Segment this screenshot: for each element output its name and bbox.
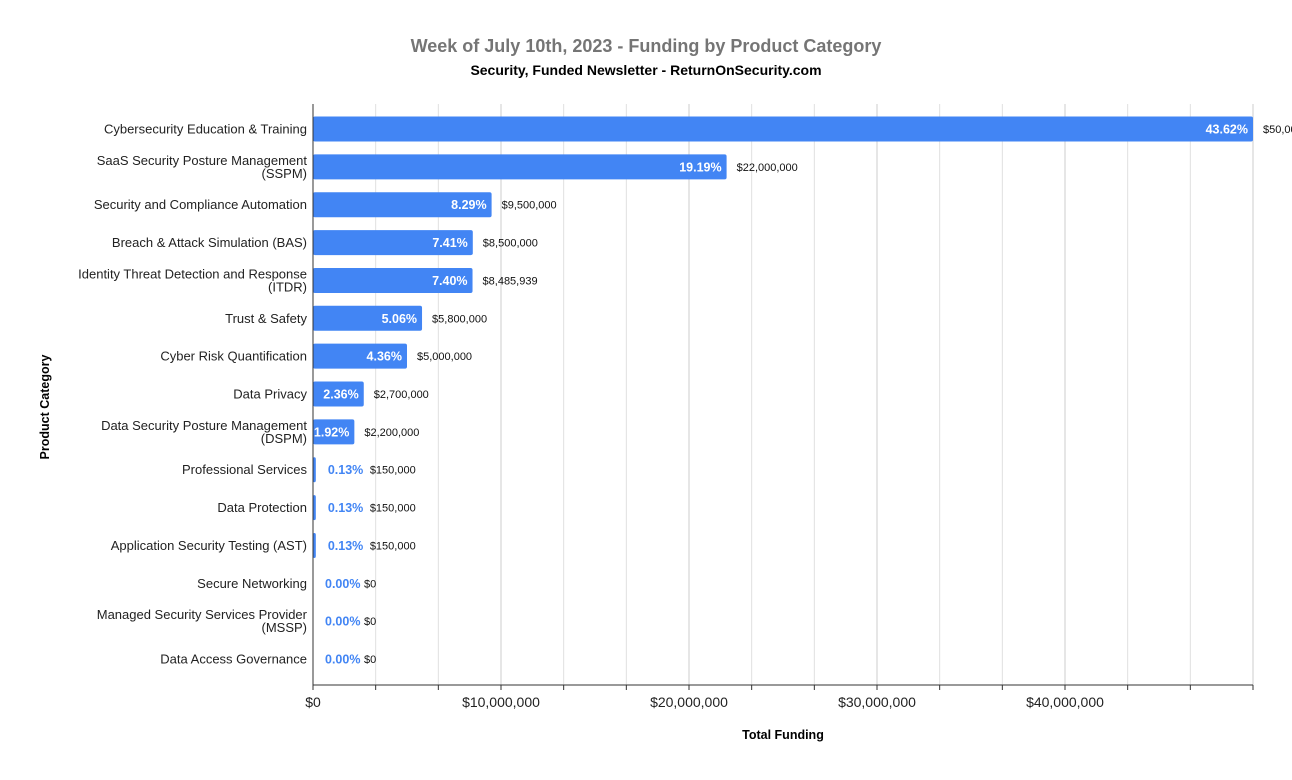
y-axis-title: Product Category	[38, 355, 52, 460]
category-label: Managed Security Services Provider	[97, 607, 308, 622]
chart-title: Week of July 10th, 2023 - Funding by Pro…	[410, 36, 882, 56]
bar-11	[313, 532, 316, 558]
bar-6	[313, 343, 407, 369]
category-label: Data Access Governance	[160, 652, 307, 667]
percent-label: 8.29%	[451, 198, 486, 212]
category-label: SaaS Security Posture Management	[97, 153, 308, 168]
percent-label: 7.41%	[432, 236, 467, 250]
category-label: (ITDR)	[268, 279, 307, 294]
x-tick-label: $20,000,000	[650, 694, 728, 710]
percent-label: 7.40%	[432, 274, 467, 288]
category-label: Professional Services	[182, 462, 307, 477]
category-label: Data Protection	[217, 500, 307, 515]
value-label: $150,000	[370, 465, 416, 477]
value-label: $8,500,000	[483, 238, 538, 250]
percent-label: 0.13%	[328, 539, 363, 553]
value-label: $150,000	[370, 540, 416, 552]
category-label: Application Security Testing (AST)	[111, 538, 307, 553]
value-label: $150,000	[370, 503, 416, 515]
value-label: $0	[364, 616, 376, 628]
category-label: Trust & Safety	[225, 311, 307, 326]
bar-5	[313, 305, 423, 331]
bar-10	[313, 495, 316, 521]
bar-1	[313, 154, 727, 180]
category-label: Data Security Posture Management	[101, 418, 307, 433]
gridlines	[375, 104, 1254, 685]
x-tick-label: $40,000,000	[1026, 694, 1104, 710]
value-label: $0	[364, 578, 376, 590]
percent-label: 4.36%	[367, 350, 402, 364]
category-label: Cyber Risk Quantification	[160, 349, 307, 364]
bar-0	[313, 116, 1253, 142]
bar-7	[313, 381, 364, 407]
value-label: $5,000,000	[417, 351, 472, 363]
bars	[313, 116, 1253, 558]
percent-label: 2.36%	[323, 388, 358, 402]
value-label: $2,200,000	[364, 427, 419, 439]
category-label: Breach & Attack Simulation (BAS)	[112, 235, 307, 250]
value-label: $50,000,000	[1263, 124, 1292, 136]
value-label: $2,700,000	[374, 389, 429, 401]
category-label: (SSPM)	[262, 166, 308, 181]
category-label: Identity Threat Detection and Response	[78, 266, 307, 281]
category-label: Data Privacy	[233, 387, 307, 402]
value-label: $9,500,000	[502, 200, 557, 212]
bar-4	[313, 267, 473, 293]
value-label: $0	[364, 654, 376, 666]
percent-label: 19.19%	[679, 160, 721, 174]
value-label: $22,000,000	[737, 162, 798, 174]
axes: $0 $10,000,000 $20,000,000 $30,000,000 $40,0…	[305, 104, 1254, 710]
category-label: Security and Compliance Automation	[94, 197, 307, 212]
category-label: Secure Networking	[197, 576, 307, 591]
labels: Cybersecurity Education & Training 43.62%…	[78, 122, 1292, 667]
percent-label: 0.13%	[328, 501, 363, 515]
percent-label: 0.00%	[325, 653, 360, 667]
x-tick-label: $30,000,000	[838, 694, 916, 710]
category-label: Cybersecurity Education & Training	[104, 122, 307, 137]
bar-9	[313, 457, 316, 483]
bar-2	[313, 192, 492, 218]
chart-subtitle: Security, Funded Newsletter - ReturnOnSe…	[470, 62, 822, 78]
category-label: (DSPM)	[261, 431, 307, 446]
value-label: $5,800,000	[432, 313, 487, 325]
bar-3	[313, 230, 473, 256]
percent-label: 5.06%	[382, 312, 417, 326]
percent-label: 0.00%	[325, 577, 360, 591]
percent-label: 0.13%	[328, 463, 363, 477]
x-tick-label: $10,000,000	[462, 694, 540, 710]
value-label: $8,485,939	[483, 275, 538, 287]
x-axis-title: Total Funding	[742, 728, 824, 742]
percent-label: 1.92%	[314, 425, 349, 439]
x-tick-label: $0	[305, 694, 321, 710]
bar-8	[313, 419, 355, 445]
category-label: (MSSP)	[262, 620, 308, 635]
percent-label: 43.62%	[1206, 123, 1248, 137]
percent-label: 0.00%	[325, 615, 360, 629]
